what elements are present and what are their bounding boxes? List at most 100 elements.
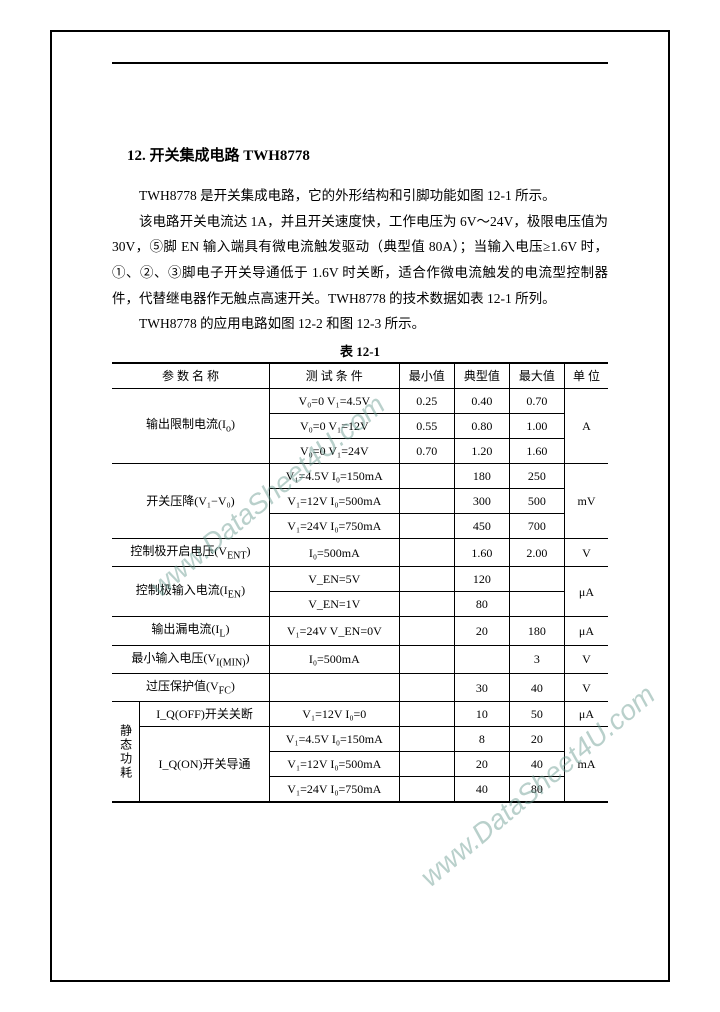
cell-unit: μA xyxy=(564,567,608,617)
cell-min: 0.70 xyxy=(399,438,454,463)
table-row: I_Q(ON)开关导通 V₁=4.5V I₀=150mA 8 20 mA xyxy=(112,727,608,752)
table-row: 过压保护值(VFC) 30 40 V xyxy=(112,674,608,702)
cell-typ: 20 xyxy=(454,752,509,777)
table-row: 输出漏电流(IL) V₁=24V V_EN=0V 20 180 μA xyxy=(112,617,608,645)
table-row: 开关压降(V₁−V₀) V₁=4.5V I₀=150mA 180 250 mV xyxy=(112,463,608,488)
cell-min: 0.25 xyxy=(399,388,454,413)
section-title-text: 开关集成电路 TWH8778 xyxy=(150,148,310,164)
param-sub-label: I_Q(ON)开关导通 xyxy=(140,727,270,803)
param-label: 输出限制电流(Io) xyxy=(112,388,269,463)
cell-unit: V xyxy=(564,674,608,702)
paragraph-3: TWH8778 的应用电路如图 12-2 和图 12-3 所示。 xyxy=(112,311,608,337)
cell-cond: I₀=500mA xyxy=(269,645,399,673)
cell-typ: 0.40 xyxy=(454,388,509,413)
cell-min xyxy=(399,752,454,777)
page-frame: 12. 开关集成电路 TWH8778 TWH8778 是开关集成电路，它的外形结… xyxy=(50,30,670,982)
cell-cond: V₁=4.5V I₀=150mA xyxy=(269,463,399,488)
paragraph-1: TWH8778 是开关集成电路，它的外形结构和引脚功能如图 12-1 所示。 xyxy=(112,183,608,209)
param-side-label: 静态功耗 xyxy=(112,702,140,803)
cell-max: 0.70 xyxy=(509,388,564,413)
cell-unit: V xyxy=(564,645,608,673)
cell-max: 80 xyxy=(509,777,564,803)
cell-typ: 180 xyxy=(454,463,509,488)
paragraph-2: 该电路开关电流达 1A，并且开关速度快，工作电压为 6V～24V，极限电压值为 … xyxy=(112,209,608,312)
param-label: 过压保护值(VFC) xyxy=(112,674,269,702)
cell-cond: V₁=24V I₀=750mA xyxy=(269,777,399,803)
top-rule xyxy=(112,62,608,64)
cell-max: 20 xyxy=(509,727,564,752)
cell-max: 40 xyxy=(509,674,564,702)
cell-typ: 0.80 xyxy=(454,413,509,438)
param-sub-label: I_Q(OFF)开关关断 xyxy=(140,702,270,727)
cell-min xyxy=(399,674,454,702)
cell-max: 1.00 xyxy=(509,413,564,438)
cell-typ: 1.60 xyxy=(454,538,509,566)
cell-cond: V₁=4.5V I₀=150mA xyxy=(269,727,399,752)
cell-min xyxy=(399,463,454,488)
cell-max: 2.00 xyxy=(509,538,564,566)
th-cond: 测 试 条 件 xyxy=(269,363,399,389)
cell-typ: 120 xyxy=(454,567,509,592)
cell-max: 500 xyxy=(509,488,564,513)
th-param: 参 数 名 称 xyxy=(112,363,269,389)
cell-unit: mA xyxy=(564,727,608,803)
cell-typ: 300 xyxy=(454,488,509,513)
cell-min xyxy=(399,727,454,752)
param-label: 输出漏电流(IL) xyxy=(112,617,269,645)
cell-min: 0.55 xyxy=(399,413,454,438)
table-row: 静态功耗 I_Q(OFF)开关关断 V₁=12V I₀=0 10 50 μA xyxy=(112,702,608,727)
cell-typ: 80 xyxy=(454,592,509,617)
cell-min xyxy=(399,702,454,727)
cell-cond: V_EN=1V xyxy=(269,592,399,617)
cell-max: 700 xyxy=(509,513,564,538)
table-caption: 表 12-1 xyxy=(112,341,608,360)
cell-typ: 40 xyxy=(454,777,509,803)
cell-cond xyxy=(269,674,399,702)
section-title: 12. 开关集成电路 TWH8778 xyxy=(112,144,608,165)
param-label: 控制极输入电流(IEN) xyxy=(112,567,269,617)
cell-typ: 1.20 xyxy=(454,438,509,463)
param-label: 控制极开启电压(VENT) xyxy=(112,538,269,566)
cell-max: 1.60 xyxy=(509,438,564,463)
cell-unit: V xyxy=(564,538,608,566)
th-max: 最大值 xyxy=(509,363,564,389)
cell-max: 40 xyxy=(509,752,564,777)
cell-cond: I₀=500mA xyxy=(269,538,399,566)
cell-max xyxy=(509,567,564,592)
cell-unit: A xyxy=(564,388,608,463)
cell-min xyxy=(399,777,454,803)
cell-min xyxy=(399,538,454,566)
cell-typ: 8 xyxy=(454,727,509,752)
cell-typ: 450 xyxy=(454,513,509,538)
section-number: 12. xyxy=(127,148,146,164)
cell-cond: V₀=0 V₁=24V xyxy=(269,438,399,463)
param-label: 开关压降(V₁−V₀) xyxy=(112,463,269,538)
cell-cond: V₁=12V I₀=500mA xyxy=(269,488,399,513)
cell-max: 180 xyxy=(509,617,564,645)
cell-cond: V₁=24V I₀=750mA xyxy=(269,513,399,538)
cell-unit: μA xyxy=(564,702,608,727)
cell-unit: μA xyxy=(564,617,608,645)
cell-cond: V₀=0 V₁=12V xyxy=(269,413,399,438)
cell-min xyxy=(399,592,454,617)
param-label: 最小输入电压(VI(MIN)) xyxy=(112,645,269,673)
cell-min xyxy=(399,645,454,673)
cell-min xyxy=(399,513,454,538)
table-row: 输出限制电流(Io) V₀=0 V₁=4.5V 0.25 0.40 0.70 A xyxy=(112,388,608,413)
cell-typ: 20 xyxy=(454,617,509,645)
table-header-row: 参 数 名 称 测 试 条 件 最小值 典型值 最大值 单 位 xyxy=(112,363,608,389)
table-row: 控制极开启电压(VENT) I₀=500mA 1.60 2.00 V xyxy=(112,538,608,566)
cell-cond: V_EN=5V xyxy=(269,567,399,592)
cell-max: 50 xyxy=(509,702,564,727)
table-row: 控制极输入电流(IEN) V_EN=5V 120 μA xyxy=(112,567,608,592)
cell-typ: 30 xyxy=(454,674,509,702)
cell-typ xyxy=(454,645,509,673)
cell-max: 3 xyxy=(509,645,564,673)
cell-unit: mV xyxy=(564,463,608,538)
cell-cond: V₀=0 V₁=4.5V xyxy=(269,388,399,413)
table-row: 最小输入电压(VI(MIN)) I₀=500mA 3 V xyxy=(112,645,608,673)
cell-min xyxy=(399,488,454,513)
cell-cond: V₁=12V I₀=0 xyxy=(269,702,399,727)
cell-max xyxy=(509,592,564,617)
spec-table: 参 数 名 称 测 试 条 件 最小值 典型值 最大值 单 位 输出限制电流(I… xyxy=(112,362,608,804)
